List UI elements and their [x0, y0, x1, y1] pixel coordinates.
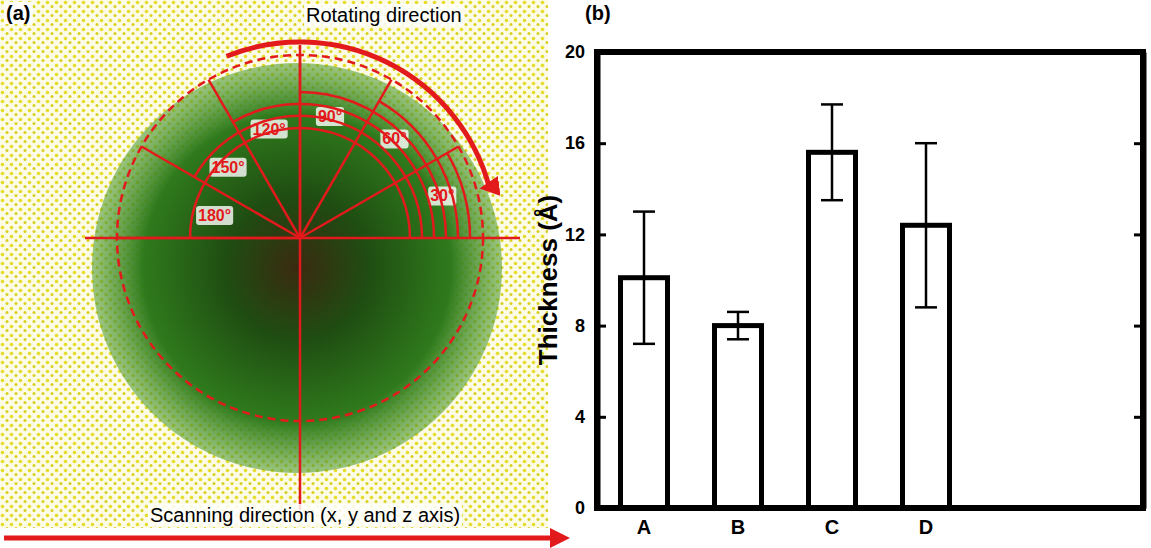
- micelle: [92, 63, 502, 473]
- bar: [809, 152, 856, 508]
- x-axis: A B C D: [598, 508, 974, 538]
- panel-label: (a): [6, 2, 30, 24]
- error-cap: [727, 311, 749, 314]
- bars: [621, 104, 950, 508]
- angle-line: [299, 55, 302, 238]
- tick-label: 12: [565, 225, 585, 245]
- y-axis-title: Thickness (Å): [533, 195, 563, 366]
- error-cap: [915, 306, 937, 309]
- tick-label: 0: [575, 498, 585, 518]
- angle-arc: [379, 101, 458, 238]
- angle-line: [117, 237, 300, 240]
- rotating-arrow: [227, 42, 490, 187]
- error-bar: [633, 212, 655, 344]
- label-bg: [380, 129, 408, 148]
- label-bg: [196, 206, 233, 225]
- error-line: [643, 212, 646, 344]
- tick-label: 16: [565, 133, 585, 153]
- error-line: [925, 143, 928, 307]
- tick-label: 20: [565, 42, 585, 62]
- molecule-image: [0, 0, 548, 528]
- y-tick: 8: [575, 316, 606, 336]
- error-cap: [821, 199, 843, 202]
- error-cap: [915, 142, 937, 145]
- solvent: [0, 0, 548, 528]
- x-tick: D: [919, 508, 933, 538]
- bar: [715, 326, 762, 508]
- tick-label: B: [731, 516, 745, 538]
- error-line: [831, 104, 834, 200]
- plot-frame: [597, 52, 1143, 508]
- error-line: [737, 312, 740, 339]
- angle-arc: [194, 116, 422, 238]
- tick-label: C: [825, 516, 839, 538]
- angle-arc: [300, 92, 446, 238]
- label-bg: [4, 2, 32, 24]
- tick-label: 8: [575, 316, 585, 336]
- panel-b: 0 4 8 12 16 20 A B C D Thickness (Å) (b): [533, 2, 1144, 538]
- y-tick: 4: [575, 407, 606, 427]
- x-tick: A: [637, 508, 651, 538]
- x-tick: C: [825, 508, 839, 538]
- angle-arc: [190, 128, 410, 238]
- error-bar: [727, 312, 749, 339]
- error-bar: [915, 143, 937, 307]
- scanning-arrow: [4, 536, 560, 541]
- tick-label: A: [637, 516, 651, 538]
- panel-label: (b): [585, 2, 611, 24]
- tick-label: 4: [575, 407, 585, 427]
- panel-a: 30°60°90°120°150°180°Rotating directionS…: [0, 0, 560, 538]
- x-tick: B: [731, 508, 745, 538]
- error-cap: [727, 338, 749, 341]
- scanning-label: Scanning direction (x, y and z axis): [150, 504, 460, 526]
- label-bg: [304, 4, 464, 26]
- error-cap: [633, 210, 655, 213]
- angle-label: 180°: [198, 207, 231, 224]
- tick-label: D: [919, 516, 933, 538]
- label-bg: [148, 504, 462, 526]
- error-cap: [821, 103, 843, 106]
- error-bar: [821, 104, 843, 200]
- error-cap: [633, 343, 655, 346]
- rotating-label: Rotating direction: [306, 4, 462, 26]
